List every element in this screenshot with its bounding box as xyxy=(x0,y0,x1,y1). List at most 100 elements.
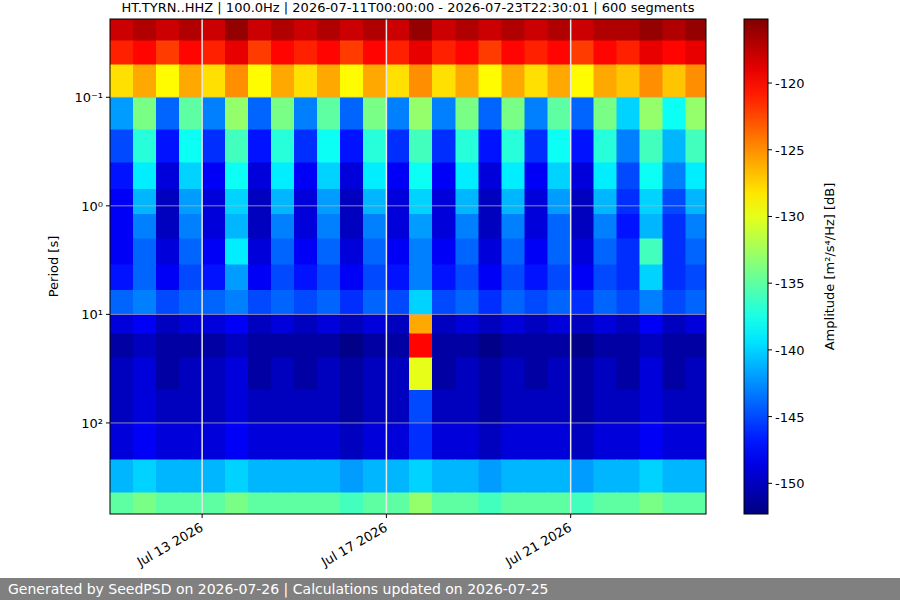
cell xyxy=(571,423,594,460)
cell xyxy=(686,390,706,423)
cell xyxy=(548,423,571,460)
cell xyxy=(525,493,548,514)
cell xyxy=(363,390,386,423)
cell xyxy=(225,163,248,189)
cell xyxy=(225,390,248,423)
colorbar-tick-label: -125 xyxy=(775,143,805,158)
cell xyxy=(133,460,156,493)
y-axis-title: Period [s] xyxy=(46,236,61,298)
cell xyxy=(686,41,706,65)
y-tick xyxy=(106,205,110,206)
cell xyxy=(686,189,706,214)
cell xyxy=(110,265,133,290)
cell xyxy=(156,423,179,460)
cell xyxy=(225,214,248,238)
cell xyxy=(432,314,455,333)
cell xyxy=(525,334,548,358)
cell xyxy=(225,97,248,130)
cell xyxy=(571,460,594,493)
cell xyxy=(571,214,594,238)
cell xyxy=(133,314,156,333)
colorbar-tick-label: -140 xyxy=(775,343,805,358)
x-tick-label: Jul 13 2026 xyxy=(134,520,206,570)
cell xyxy=(571,163,594,189)
cell xyxy=(248,390,271,423)
colorbar-tick xyxy=(768,283,772,284)
cell xyxy=(110,65,133,98)
cell xyxy=(594,130,617,163)
cell xyxy=(432,19,455,41)
cell xyxy=(202,163,225,189)
cell xyxy=(133,189,156,214)
cell xyxy=(363,334,386,358)
cell xyxy=(202,290,225,314)
colorbar-tick-label: -150 xyxy=(775,476,805,491)
cell xyxy=(386,290,409,314)
cell xyxy=(363,265,386,290)
grid-line xyxy=(386,19,388,514)
cell xyxy=(294,19,317,41)
cell xyxy=(548,334,571,358)
cell xyxy=(456,189,479,214)
y-tick-label: 10⁻¹ xyxy=(74,90,103,105)
cell xyxy=(225,334,248,358)
cell xyxy=(156,239,179,265)
cell xyxy=(525,97,548,130)
cell xyxy=(294,460,317,493)
cell xyxy=(525,214,548,238)
cell xyxy=(686,19,706,41)
cell xyxy=(317,130,340,163)
cell xyxy=(686,460,706,493)
cell xyxy=(363,65,386,98)
cell xyxy=(502,214,525,238)
cell xyxy=(502,41,525,65)
cell xyxy=(225,189,248,214)
cell xyxy=(663,334,686,358)
cell xyxy=(363,214,386,238)
cell xyxy=(179,163,202,189)
cell xyxy=(663,41,686,65)
cell xyxy=(663,65,686,98)
cell xyxy=(456,265,479,290)
cell xyxy=(640,163,663,189)
cell xyxy=(409,19,432,41)
cell xyxy=(409,390,432,423)
cell xyxy=(202,19,225,41)
cell xyxy=(202,358,225,391)
cell xyxy=(271,65,294,98)
cell xyxy=(363,163,386,189)
cell xyxy=(686,239,706,265)
cell xyxy=(594,163,617,189)
cell xyxy=(248,265,271,290)
cell xyxy=(409,239,432,265)
cell xyxy=(409,214,432,238)
chart: 10⁻¹10⁰10¹10²Jul 13 2026Jul 17 2026Jul 2… xyxy=(0,0,900,600)
cell xyxy=(502,65,525,98)
cell xyxy=(317,493,340,514)
cell xyxy=(502,130,525,163)
cell xyxy=(363,493,386,514)
colorbar-tick-label: -135 xyxy=(775,276,805,291)
cell xyxy=(571,41,594,65)
cell xyxy=(340,41,363,65)
cell xyxy=(571,493,594,514)
cell xyxy=(548,214,571,238)
cell xyxy=(432,214,455,238)
cell xyxy=(525,130,548,163)
cell xyxy=(432,358,455,391)
cell xyxy=(294,214,317,238)
cell xyxy=(686,358,706,391)
cell xyxy=(640,314,663,333)
cell xyxy=(525,41,548,65)
cell xyxy=(456,290,479,314)
cell xyxy=(248,423,271,460)
colorbar-tick-label: -130 xyxy=(775,209,805,224)
cell xyxy=(340,290,363,314)
cell xyxy=(340,130,363,163)
cell xyxy=(225,41,248,65)
cell xyxy=(525,163,548,189)
cell xyxy=(456,239,479,265)
cell xyxy=(686,97,706,130)
cell xyxy=(271,163,294,189)
cell xyxy=(502,390,525,423)
